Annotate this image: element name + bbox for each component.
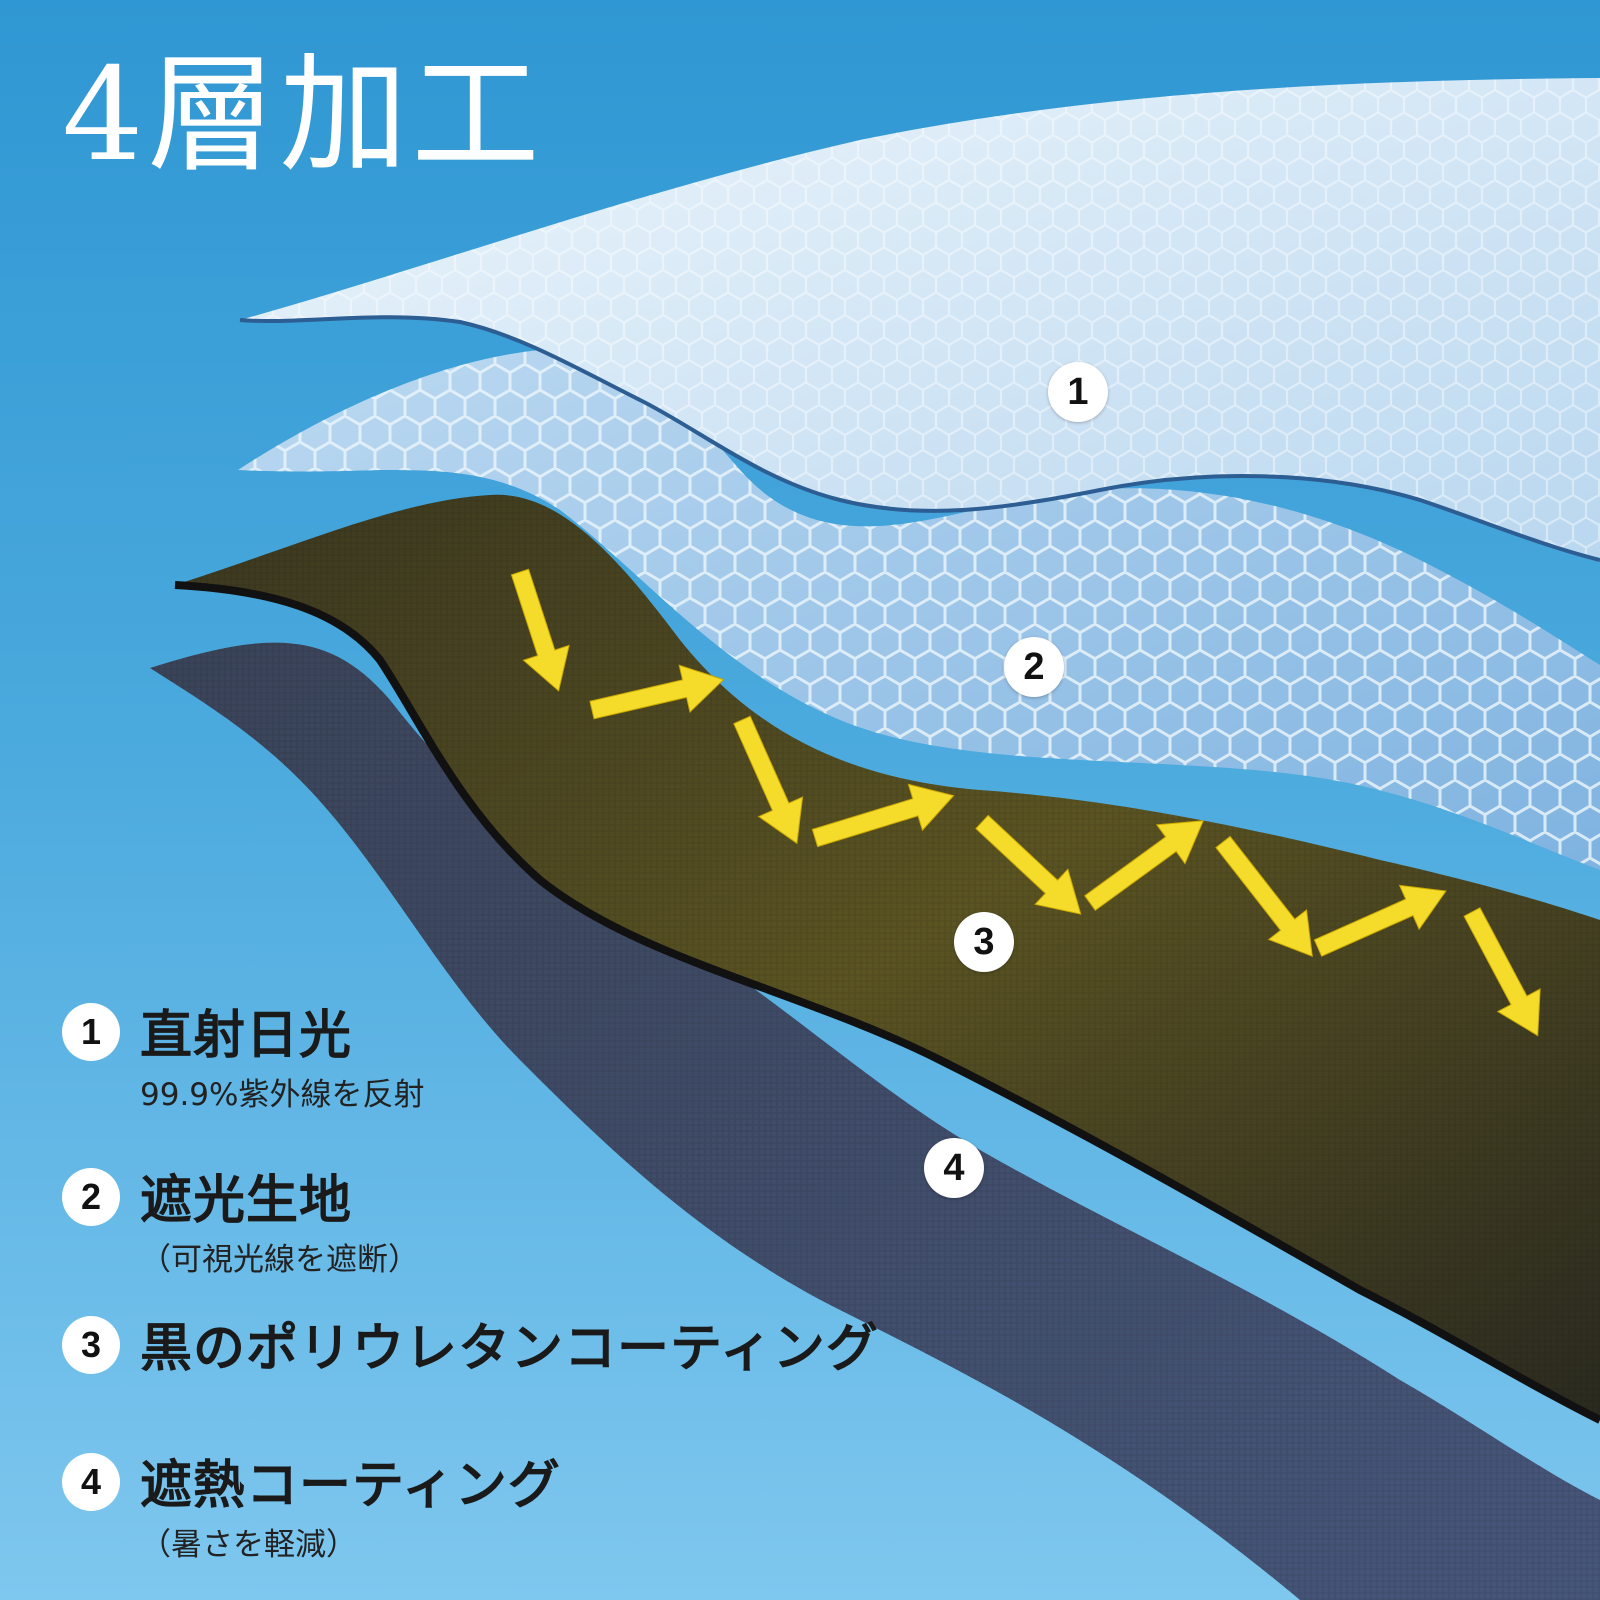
legend-number: 2 — [62, 1168, 120, 1226]
legend-subtitle: （暑さを軽減） — [140, 1527, 357, 1563]
layer-1-reflective — [239, 78, 1600, 562]
layer-marker-2: 2 — [1004, 637, 1064, 697]
arrow-up-right-icon — [1084, 820, 1205, 911]
arrow-down-icon — [733, 715, 804, 845]
arrow-right-icon — [1313, 884, 1447, 957]
layer-4-heat-barrier — [150, 642, 1600, 1600]
legend-title: 黒のポリウレタンコーティング — [140, 1319, 879, 1379]
legend-number: 3 — [62, 1316, 120, 1374]
page-title: 4層加工 — [62, 41, 544, 190]
legend-title: 遮光生地 — [140, 1171, 353, 1231]
layer-marker-1: 1 — [1048, 362, 1108, 422]
arrow-right-icon — [811, 783, 955, 848]
layer-marker-4: 4 — [924, 1138, 984, 1198]
layer-2-blackout-fabric — [238, 348, 1600, 870]
legend-subtitle: （可視光線を遮断） — [140, 1242, 419, 1278]
legend-number: 1 — [62, 1003, 120, 1061]
layer-marker-3: 3 — [954, 912, 1014, 972]
arrow-down-icon — [1215, 835, 1313, 958]
legend-title: 遮熱コーティング — [140, 1456, 561, 1516]
legend-subtitle: 99.9%紫外線を反射 — [140, 1077, 425, 1113]
arrow-down-icon — [975, 814, 1082, 915]
arrow-down-icon — [510, 568, 570, 692]
legend-title: 直射日光 — [140, 1006, 353, 1066]
legend-number: 4 — [62, 1453, 120, 1511]
heat-flow-arrows — [510, 568, 1541, 1037]
arrow-right-icon — [589, 664, 725, 720]
layer-3-polyurethane — [174, 494, 1600, 1424]
arrow-down-icon — [1463, 907, 1541, 1037]
